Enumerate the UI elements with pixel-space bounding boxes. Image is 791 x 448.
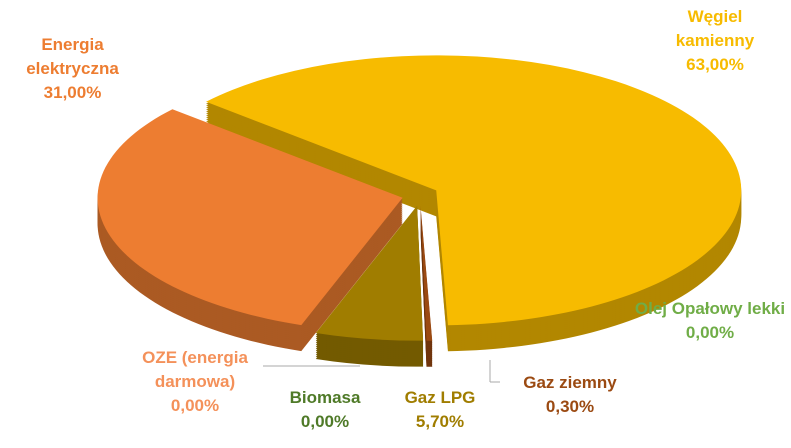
category-label: Energia elektryczna — [26, 35, 119, 78]
slice — [97, 109, 403, 326]
category-label: Gaz LPG — [404, 388, 476, 407]
data-label: Biomasa 0,00% — [270, 386, 380, 434]
category-label: Olej Opałowy lekki — [634, 299, 786, 318]
value-label: 31,00% — [43, 83, 102, 102]
slice — [206, 55, 742, 326]
data-label: Węgiel kamienny 63,00% — [665, 5, 765, 77]
data-label: Gaz LPG 5,70% — [390, 386, 490, 434]
value-label: 0,00% — [170, 396, 220, 415]
value-label: 0,00% — [300, 412, 350, 431]
value-label: 63,00% — [686, 55, 744, 74]
value-label: 5,70% — [415, 412, 465, 431]
category-label: OZE (energia darmowa) — [142, 348, 248, 391]
value-label: 0,00% — [685, 323, 735, 342]
value-label: 0,30% — [545, 397, 595, 416]
slice — [420, 205, 433, 341]
category-label: Biomasa — [289, 388, 361, 407]
category-label: Węgiel kamienny — [675, 7, 755, 50]
category-label: Gaz ziemny — [523, 373, 617, 392]
data-label: OZE (energia darmowa) 0,00% — [125, 346, 265, 418]
data-label: Energia elektryczna 31,00% — [5, 33, 140, 105]
data-label: Olej Opałowy lekki 0,00% — [630, 297, 790, 345]
slice — [315, 205, 424, 341]
data-label: Gaz ziemny 0,30% — [500, 371, 640, 419]
